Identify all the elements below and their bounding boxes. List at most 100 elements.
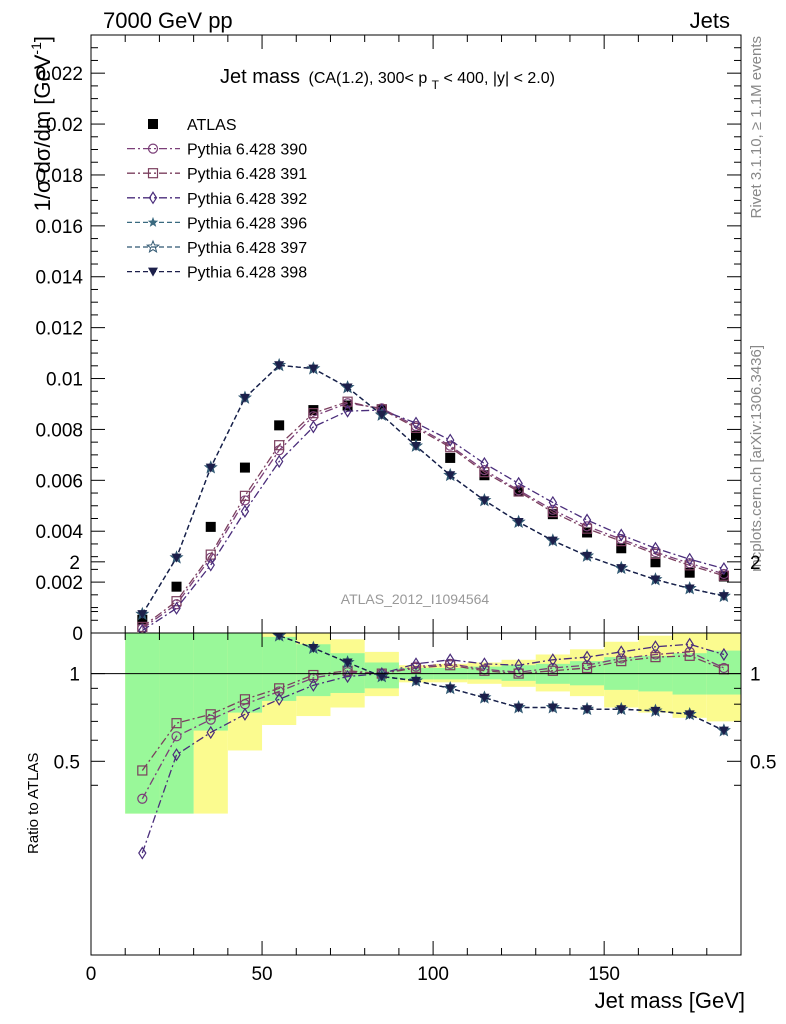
main-point-s398 bbox=[342, 383, 353, 393]
main-series-s392 bbox=[138, 403, 729, 633]
main-point-data bbox=[274, 420, 285, 431]
main-point-s392 bbox=[651, 541, 660, 555]
main-point-s392 bbox=[582, 513, 592, 527]
main-point-data bbox=[171, 581, 182, 592]
main-point-s392 bbox=[343, 404, 352, 418]
ratio-point-s391 bbox=[171, 718, 182, 729]
ratio-point-s390 bbox=[137, 793, 148, 804]
main-y-axis-label-sup: -1 bbox=[28, 42, 44, 55]
x-tick-label: 150 bbox=[588, 964, 620, 985]
ratio-point-s398 bbox=[308, 644, 319, 654]
ratio-series-s391 bbox=[137, 650, 729, 776]
ratio-point-s391 bbox=[137, 765, 148, 776]
green-band-bin bbox=[193, 633, 228, 731]
main-point-s391 bbox=[239, 490, 251, 501]
green-band-bin bbox=[262, 636, 297, 701]
main-point-s392 bbox=[309, 420, 318, 434]
main-y-tick-label: 0.012 bbox=[35, 319, 83, 340]
main-point-s392 bbox=[445, 433, 455, 447]
main-y-tick-label: 0.022 bbox=[35, 64, 83, 85]
main-point-s392 bbox=[138, 623, 147, 633]
header-right: Jets bbox=[690, 8, 730, 33]
legend-marker-s390 bbox=[147, 143, 159, 154]
main-point-s391 bbox=[581, 523, 593, 534]
main-point-data bbox=[582, 527, 593, 538]
main-y-tick-label: 0.004 bbox=[35, 522, 83, 543]
plot-title-subscript: T bbox=[432, 78, 440, 92]
main-line-s397 bbox=[141, 364, 725, 615]
plot-title-sub-end: < 400, |y| < 2.0) bbox=[443, 70, 555, 87]
ratio-y-axis-label: Ratio to ATLAS bbox=[25, 753, 42, 854]
ratio-point-s396 bbox=[206, 600, 216, 610]
legend-label: Pythia 6.428 396 bbox=[187, 215, 307, 232]
main-point-s398 bbox=[137, 610, 148, 620]
ratio-point-s392 bbox=[617, 645, 626, 659]
ratio-series-s392 bbox=[138, 637, 729, 860]
ratio-point-s392 bbox=[445, 653, 455, 667]
main-point-s392 bbox=[548, 495, 558, 510]
side-text-top: Rivet 3.1.10, ≥ 1.1M events bbox=[748, 36, 765, 219]
main-point-s398 bbox=[376, 410, 387, 420]
ratio-point-s398 bbox=[240, 616, 250, 625]
main-line-s390 bbox=[141, 402, 725, 629]
ratio-point-s398 bbox=[718, 726, 729, 736]
x-tick-label: 0 bbox=[86, 964, 97, 985]
ratio-point-s392 bbox=[240, 707, 250, 721]
ratio-point-s397 bbox=[205, 599, 216, 610]
legend-marker-s398 bbox=[148, 267, 158, 277]
ratio-point-s398 bbox=[342, 658, 353, 668]
main-y-axis-label-text: 1/σ dσ/dm [GeV bbox=[30, 54, 55, 211]
legend-entry-s397: Pythia 6.428 397 bbox=[127, 239, 307, 257]
main-point-s398 bbox=[308, 364, 319, 374]
x-tick-label: 100 bbox=[417, 964, 449, 985]
main-y-tick-label: 0.006 bbox=[35, 471, 83, 492]
ratio-point-s398 bbox=[206, 601, 216, 610]
ratio-y-axis: 0.5 0.5 1 1 2 2 bbox=[54, 553, 776, 786]
main-line-s396 bbox=[141, 364, 725, 615]
main-line-s392 bbox=[141, 409, 725, 632]
ratio-line-s390 bbox=[141, 651, 725, 800]
ratio-line-s391 bbox=[141, 655, 725, 771]
main-point-data bbox=[616, 543, 627, 554]
ratio-point-s398 bbox=[650, 706, 661, 716]
main-point-data bbox=[205, 521, 216, 532]
ratio-y-tick-label: 2 bbox=[69, 553, 80, 574]
main-point-data bbox=[137, 614, 148, 625]
ratio-point-s398 bbox=[445, 684, 456, 694]
main-y-tick-label: 0.01 bbox=[46, 370, 83, 391]
main-line-s391 bbox=[141, 401, 725, 628]
ratio-y-tick-label: 1 bbox=[69, 665, 80, 686]
x-axis-label: Jet mass [GeV] bbox=[595, 988, 745, 1013]
ratio-point-s392 bbox=[138, 846, 147, 860]
main-point-s398 bbox=[239, 393, 250, 403]
main-point-s392 bbox=[206, 558, 215, 572]
ratio-point-s391 bbox=[479, 665, 490, 676]
ratio-point-s398 bbox=[274, 633, 284, 641]
legend: ATLAS Pythia 6.428 390 Pythia 6.428 391 Pyt… bbox=[127, 117, 307, 282]
ratio-point-s392 bbox=[514, 658, 523, 672]
ratio-point-s391 bbox=[239, 694, 251, 705]
main-point-s398 bbox=[547, 536, 558, 546]
main-point-s392 bbox=[685, 552, 694, 566]
ratio-point-s392 bbox=[274, 692, 284, 706]
main-point-s391 bbox=[171, 596, 182, 607]
main-point-s398 bbox=[445, 471, 456, 481]
green-band-bin bbox=[159, 633, 194, 814]
main-point-s392 bbox=[240, 504, 250, 518]
ratio-point-s391 bbox=[205, 709, 216, 720]
main-point-s391 bbox=[410, 422, 422, 433]
main-y-tick-label: 0.008 bbox=[35, 420, 83, 441]
legend-marker-s392 bbox=[148, 191, 158, 205]
main-point-s398 bbox=[684, 584, 695, 594]
ratio-point-s398 bbox=[684, 710, 695, 720]
ratio-point-s392 bbox=[651, 640, 660, 654]
main-point-s398 bbox=[205, 463, 216, 473]
ratio-point-s392 bbox=[548, 653, 558, 667]
plot-title-main: Jet mass bbox=[220, 66, 300, 88]
analysis-watermark: ATLAS_2012_I1094564 bbox=[341, 591, 490, 607]
main-y-tick-label: 0.016 bbox=[35, 217, 83, 238]
main-point-s398 bbox=[718, 592, 729, 602]
legend-label: Pythia 6.428 397 bbox=[187, 240, 307, 257]
legend-entry-data: ATLAS bbox=[148, 117, 237, 134]
ratio-point-s392 bbox=[206, 725, 215, 740]
